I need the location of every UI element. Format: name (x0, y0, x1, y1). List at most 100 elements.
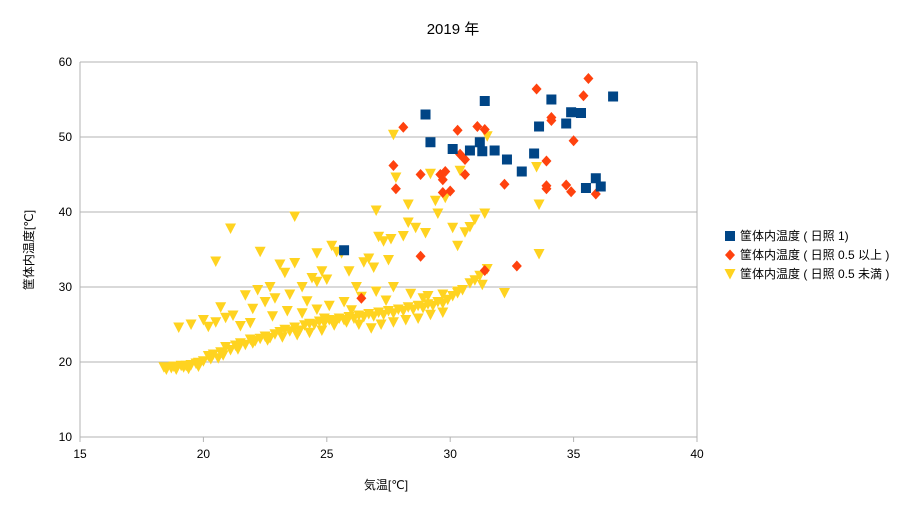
data-point (375, 319, 387, 330)
data-point (541, 155, 552, 167)
data-point (220, 312, 232, 324)
data-point (269, 293, 281, 304)
data-point (225, 223, 237, 234)
data-point (576, 108, 587, 118)
data-point (264, 282, 276, 293)
data-point (452, 124, 463, 136)
data-point (311, 304, 323, 315)
data-point (437, 174, 448, 186)
data-point (580, 183, 591, 193)
data-point (390, 172, 402, 183)
data-point (541, 180, 552, 192)
data-point (358, 257, 370, 268)
y-tick-label: 20 (59, 355, 73, 369)
data-point (387, 317, 399, 328)
data-point (227, 310, 239, 321)
data-point (477, 146, 488, 157)
data-point (437, 187, 448, 198)
data-point (424, 309, 436, 321)
data-point (215, 302, 227, 313)
data-point (437, 298, 449, 309)
data-point (595, 181, 606, 192)
data-point (363, 253, 375, 264)
data-point (415, 169, 426, 180)
data-point (173, 322, 185, 333)
data-point (437, 307, 449, 318)
data-point (254, 246, 266, 258)
data-point (316, 266, 328, 277)
data-point (345, 305, 357, 316)
data-point (316, 325, 328, 336)
data-point (217, 350, 229, 361)
data-point (501, 154, 512, 165)
data-point (289, 322, 301, 333)
data-point (402, 217, 414, 228)
data-point (323, 300, 335, 312)
data-point (479, 124, 490, 135)
data-point (546, 94, 557, 105)
data-point (531, 162, 543, 173)
x-tick-label: 15 (73, 447, 87, 461)
data-point (566, 107, 577, 118)
data-point (368, 262, 380, 273)
data-point (511, 260, 522, 272)
data-point (417, 293, 429, 304)
legend-label: 筐体内温度 ( 日照 0.5 未満 ) (740, 266, 889, 281)
data-point (387, 282, 399, 293)
data-point (296, 282, 308, 293)
x-tick-label: 40 (690, 447, 704, 461)
data-point (339, 245, 350, 256)
data-point (225, 345, 237, 356)
y-tick-label: 40 (59, 205, 73, 219)
data-point (533, 199, 545, 210)
data-point (432, 208, 444, 219)
data-point (326, 240, 338, 252)
data-point (311, 276, 323, 288)
data-point (479, 265, 490, 276)
data-point (284, 326, 296, 337)
data-point (239, 339, 251, 351)
data-point (180, 360, 192, 372)
data-point (561, 179, 572, 191)
x-tick-label: 35 (567, 447, 581, 461)
data-point (296, 308, 308, 319)
data-point (568, 135, 579, 147)
data-point (397, 231, 409, 242)
x-tick-label: 25 (320, 447, 334, 461)
data-point (390, 183, 401, 195)
data-point (479, 96, 490, 106)
data-point (304, 327, 316, 339)
data-point (388, 160, 399, 171)
data-point (429, 195, 441, 207)
data-point (464, 145, 475, 156)
data-point (168, 361, 180, 372)
data-point (420, 228, 432, 239)
data-point (397, 306, 409, 317)
data-point (425, 137, 436, 148)
data-point (252, 285, 264, 296)
data-point (338, 297, 350, 308)
data-point (498, 288, 510, 299)
data-point (239, 290, 251, 301)
data-point (247, 338, 259, 349)
data-point (341, 317, 353, 328)
data-point (578, 90, 589, 102)
data-point (380, 295, 392, 306)
data-point (402, 199, 414, 210)
y-tick-label: 60 (59, 55, 73, 69)
x-axis-label: 気温[℃] (364, 477, 408, 492)
data-point (234, 321, 246, 332)
data-point (479, 208, 491, 219)
legend-item-1: 筐体内温度 ( 日照 1) (725, 228, 849, 243)
data-point (590, 173, 601, 184)
data-point (259, 297, 271, 308)
data-point (306, 273, 318, 284)
data-point (459, 227, 471, 238)
data-point (415, 250, 426, 262)
data-point (289, 211, 301, 222)
data-point (365, 323, 377, 334)
y-tick-label: 50 (59, 130, 73, 144)
data-point (608, 91, 619, 102)
y-axis-label: 筐体内温度[℃] (21, 210, 36, 290)
